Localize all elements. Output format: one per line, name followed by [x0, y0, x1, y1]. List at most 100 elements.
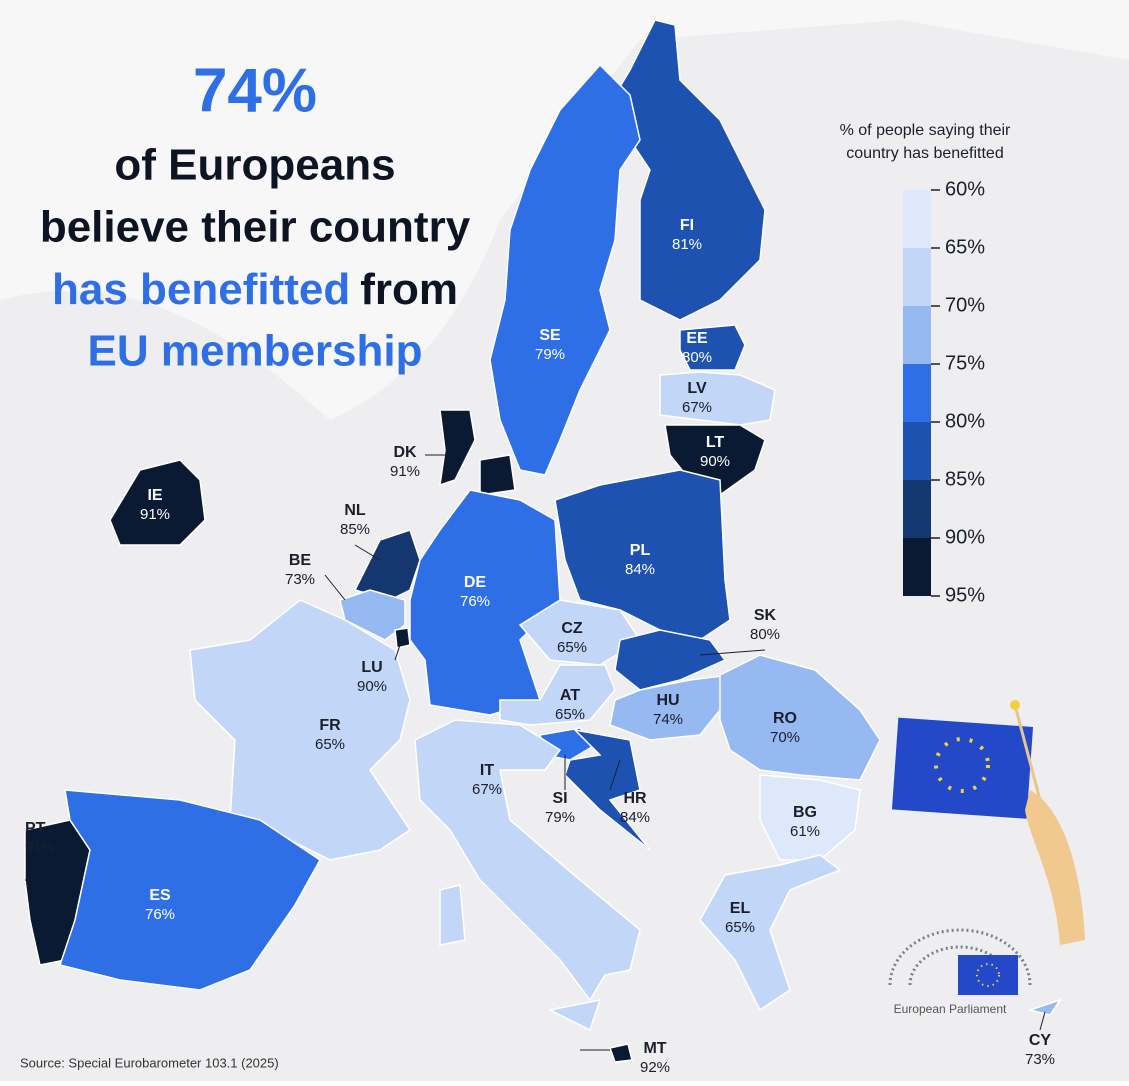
country-value: 65%	[557, 639, 587, 656]
country	[479, 454, 516, 496]
countries	[24, 19, 1062, 1063]
headline-number: 74%	[193, 56, 317, 125]
logo-text: European Parliament	[894, 1002, 1007, 1016]
legend-title: country has benefitted	[846, 145, 1003, 162]
country	[614, 629, 727, 691]
country-code: PT	[25, 820, 46, 837]
legend-tick-label: 60%	[945, 178, 985, 200]
country-code: MT	[643, 1040, 666, 1057]
headline-highlight: has benefitted	[52, 265, 350, 314]
country-code: RO	[773, 710, 797, 727]
country-value: 73%	[285, 571, 315, 588]
legend-tick-label: 95%	[945, 584, 985, 606]
headline-line: has benefitted from	[52, 265, 458, 314]
leader-line	[354, 544, 381, 561]
country	[719, 654, 881, 781]
country-code: FI	[680, 217, 694, 234]
legend-swatch	[903, 538, 931, 596]
country-value: 67%	[472, 781, 502, 798]
logo-hemicycle	[888, 928, 1032, 986]
legend-swatch	[903, 480, 931, 538]
country-code: IE	[147, 487, 162, 504]
legend-tick-label: 85%	[945, 468, 985, 490]
leader-line	[699, 649, 766, 656]
country-code: FR	[319, 717, 341, 734]
country-code: IT	[480, 762, 494, 779]
country-code: BG	[793, 804, 817, 821]
country-value: 85%	[340, 521, 370, 538]
country-value: 76%	[145, 906, 175, 923]
country-code: EL	[730, 900, 751, 917]
leader-line	[394, 644, 401, 661]
country-code: LU	[361, 659, 382, 676]
country	[659, 371, 776, 426]
country-value: 65%	[315, 736, 345, 753]
legend-swatch	[903, 364, 931, 422]
flag-pole	[1013, 704, 1042, 801]
legend-tick-label: 65%	[945, 236, 985, 258]
country-code: SK	[754, 607, 777, 624]
logo: European Parliament	[888, 928, 1032, 1016]
country	[414, 719, 641, 1002]
country-code: LV	[687, 380, 707, 397]
country-value: 79%	[545, 809, 575, 826]
country-code: SI	[552, 790, 567, 807]
country-value: 91%	[140, 506, 170, 523]
flag-tip	[1010, 700, 1020, 710]
country-value: 74%	[653, 711, 683, 728]
legend-swatch	[903, 306, 931, 364]
headline: 74% of Europeans believe their country h…	[40, 56, 471, 375]
country	[59, 789, 321, 991]
country-code: BE	[289, 552, 312, 569]
country	[109, 459, 206, 546]
flag-stars	[934, 737, 990, 793]
legend: % of people saying their country has ben…	[840, 122, 1011, 606]
legend-tick-label: 80%	[945, 410, 985, 432]
country-value: 81%	[672, 236, 702, 253]
country	[699, 854, 842, 1012]
country-value: 67%	[682, 399, 712, 416]
country-code: DK	[393, 444, 417, 461]
country-code: DE	[464, 574, 487, 591]
country	[564, 728, 651, 851]
country-code: CZ	[561, 620, 583, 637]
leader-line	[609, 759, 621, 791]
country	[1027, 998, 1062, 1016]
country	[614, 19, 766, 321]
legend-tick-label: 75%	[945, 352, 985, 374]
country-code: HR	[623, 790, 647, 807]
flag-cloth	[891, 717, 1034, 819]
country-value: 79%	[535, 346, 565, 363]
country	[439, 409, 476, 487]
headline-rest: from	[360, 265, 458, 314]
country	[554, 469, 731, 641]
country-value: 90%	[357, 678, 387, 695]
country-code: ES	[149, 887, 171, 904]
country	[439, 884, 466, 946]
country-code: EE	[686, 330, 708, 347]
country	[499, 664, 616, 726]
country-code: HU	[656, 692, 679, 709]
headline-line: believe their country	[40, 203, 471, 252]
country-value: 91%	[390, 463, 420, 480]
labels: FI 81% SE 79% EE 80% LV 67% LT 90% DK 91% IE 91% NL 85%…	[25, 217, 1055, 1076]
country	[394, 627, 411, 649]
country-value: 80%	[750, 626, 780, 643]
country-value: 80%	[682, 349, 712, 366]
hand	[1025, 790, 1085, 945]
country-value: 73%	[1025, 1051, 1055, 1068]
country-value: 92%	[640, 1059, 670, 1076]
country-value: 84%	[620, 809, 650, 826]
country-value: 65%	[555, 706, 585, 723]
country-code: NL	[344, 502, 366, 519]
country-value: 65%	[725, 919, 755, 936]
country	[489, 63, 641, 476]
source: Source: Special Eurobarometer 103.1 (202…	[20, 1055, 279, 1070]
logo-flag	[958, 955, 1018, 995]
country-code: PL	[630, 542, 651, 559]
country-code: CY	[1029, 1032, 1052, 1049]
country-code: AT	[560, 687, 580, 704]
country-value: 76%	[460, 593, 490, 610]
country-code: LT	[706, 434, 725, 451]
